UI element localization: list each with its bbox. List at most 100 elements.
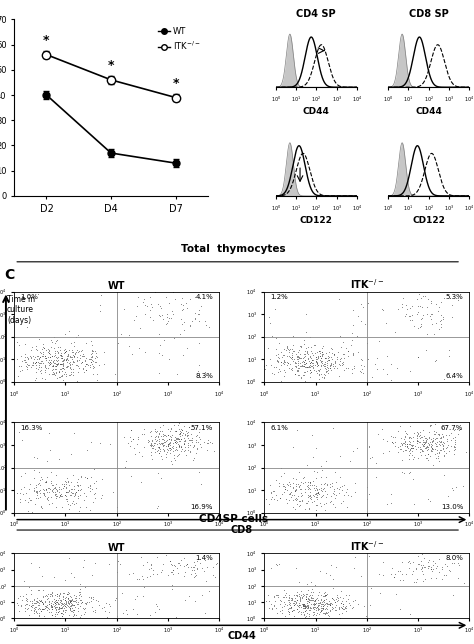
Point	[66, 595, 74, 605]
Point	[178, 293, 185, 303]
Point	[285, 350, 292, 361]
Point	[312, 500, 319, 510]
Point	[340, 604, 347, 614]
Point	[333, 354, 340, 364]
Point	[365, 489, 373, 499]
Point	[63, 346, 70, 357]
Point	[64, 589, 71, 599]
Point	[35, 477, 43, 488]
Point	[42, 601, 50, 611]
Point	[424, 443, 432, 453]
Point	[58, 611, 65, 621]
Point	[332, 562, 340, 572]
Point	[42, 601, 49, 611]
Point	[340, 490, 347, 500]
Point	[351, 363, 358, 374]
Point	[155, 329, 163, 339]
Point	[313, 495, 320, 505]
Point	[400, 439, 407, 449]
Point	[178, 442, 185, 452]
Point	[429, 556, 437, 566]
Point	[159, 438, 167, 448]
Point	[38, 571, 46, 582]
Point	[164, 316, 172, 327]
Point	[149, 565, 156, 575]
Point	[166, 426, 174, 436]
Title: CD8 SP: CD8 SP	[409, 8, 448, 19]
Point	[171, 560, 178, 571]
Point	[80, 603, 87, 613]
Point	[285, 590, 293, 600]
Point	[379, 569, 386, 580]
Point	[322, 593, 330, 603]
Point	[46, 599, 53, 609]
Point	[328, 354, 335, 364]
Point	[295, 345, 302, 355]
Point	[379, 556, 387, 567]
Point	[342, 601, 350, 611]
Point	[418, 432, 425, 442]
Point	[68, 486, 75, 497]
Point	[293, 366, 301, 376]
Point	[320, 498, 328, 509]
Point	[207, 421, 215, 431]
Point	[338, 603, 346, 613]
Point	[81, 488, 88, 498]
Point	[452, 482, 460, 492]
Point	[280, 359, 288, 370]
Point	[58, 502, 65, 513]
Point	[77, 471, 85, 482]
Text: 16.3%: 16.3%	[20, 425, 43, 431]
Point	[39, 339, 46, 349]
Point	[73, 356, 81, 366]
Point	[308, 584, 316, 594]
Point	[28, 602, 36, 612]
Point	[137, 553, 145, 563]
Point	[324, 352, 332, 363]
Point	[66, 351, 73, 361]
Point	[317, 353, 325, 363]
Point	[284, 480, 292, 490]
Point	[68, 346, 75, 357]
Point	[307, 342, 315, 352]
Point	[433, 437, 440, 448]
Point	[329, 361, 337, 372]
Point	[295, 602, 303, 612]
Point	[147, 437, 155, 448]
Point	[55, 595, 62, 605]
Point	[309, 602, 317, 612]
Point	[415, 431, 423, 441]
Point	[409, 569, 416, 580]
Point	[396, 604, 403, 614]
Point	[47, 358, 55, 368]
Point	[281, 482, 288, 492]
Point	[308, 361, 315, 372]
Point	[33, 598, 41, 608]
Point	[313, 594, 320, 604]
Point	[408, 446, 415, 457]
Point	[325, 355, 332, 365]
Point	[47, 589, 55, 599]
Point	[28, 596, 36, 606]
Point	[30, 486, 38, 497]
Point	[364, 298, 372, 308]
Point	[25, 359, 32, 370]
Point	[92, 595, 100, 605]
Point	[67, 595, 74, 605]
Point	[297, 372, 305, 382]
Point	[41, 367, 49, 377]
Text: *: *	[173, 77, 179, 90]
Point	[356, 366, 364, 376]
Point	[67, 448, 74, 459]
Point	[446, 565, 453, 575]
Point	[70, 600, 77, 611]
Point	[80, 495, 88, 506]
Point	[54, 359, 62, 369]
Point	[287, 352, 295, 363]
Point	[435, 324, 442, 334]
Point	[70, 351, 77, 361]
Point	[150, 440, 157, 451]
Point	[178, 305, 186, 315]
Point	[313, 492, 320, 502]
Point	[172, 426, 179, 436]
